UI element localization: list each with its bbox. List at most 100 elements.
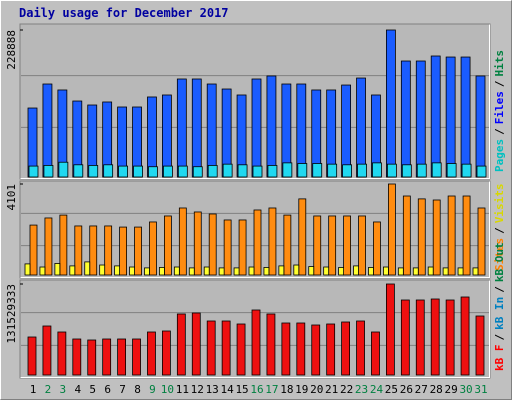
legend-separator: / xyxy=(493,227,506,234)
bar xyxy=(193,211,202,276)
bar xyxy=(173,266,180,276)
bar xyxy=(207,165,218,178)
bar xyxy=(353,265,359,276)
bar xyxy=(69,265,76,276)
bar xyxy=(44,217,53,276)
legend-entry: kB In xyxy=(493,297,506,330)
bar xyxy=(460,56,471,178)
x-tick-label: 19 xyxy=(295,383,308,396)
bar xyxy=(475,315,485,376)
bar xyxy=(27,336,37,376)
bar xyxy=(222,163,233,178)
bar xyxy=(248,266,255,276)
bar xyxy=(84,261,91,276)
bar xyxy=(163,215,172,276)
x-tick-label: 3 xyxy=(60,383,67,396)
bar xyxy=(129,266,135,276)
bar xyxy=(400,60,411,178)
bar xyxy=(386,163,397,178)
chart-title: Daily usage for December 2017 xyxy=(19,6,229,20)
bar xyxy=(268,207,277,276)
bar xyxy=(323,266,330,276)
bar xyxy=(282,162,293,178)
bar xyxy=(385,29,396,178)
bar xyxy=(358,215,366,276)
bar xyxy=(119,226,127,276)
bar xyxy=(402,195,411,276)
bar xyxy=(460,296,470,376)
x-tick-label: 31 xyxy=(474,383,487,396)
x-tick-label: 26 xyxy=(400,383,413,396)
bar xyxy=(223,219,232,276)
bar xyxy=(117,338,126,376)
bar xyxy=(72,338,82,376)
bar xyxy=(266,313,276,376)
x-tick-label: 22 xyxy=(340,383,353,396)
legend-separator: / xyxy=(493,334,506,341)
x-tick-label: 10 xyxy=(161,383,174,396)
bar xyxy=(133,165,143,178)
bar xyxy=(253,209,262,276)
bar xyxy=(373,221,381,276)
x-tick-label: 2 xyxy=(45,383,52,396)
bar xyxy=(208,213,217,276)
x-tick-label: 29 xyxy=(445,383,458,396)
bar xyxy=(99,264,106,276)
bar xyxy=(134,226,142,276)
x-tick-label: 4 xyxy=(74,383,81,396)
bar xyxy=(29,224,38,276)
bar xyxy=(114,265,120,276)
x-tick-label: 16 xyxy=(250,383,263,396)
y-tick-label: 131529333 xyxy=(5,284,18,344)
bar xyxy=(371,331,380,376)
bar xyxy=(412,267,419,276)
x-tick-label: 28 xyxy=(430,383,443,396)
bar xyxy=(430,55,441,178)
bar xyxy=(382,266,389,276)
legend: Sites / Visits xyxy=(493,184,506,272)
x-tick-label: 5 xyxy=(89,383,96,396)
bar xyxy=(472,267,479,276)
bar xyxy=(176,78,187,178)
bar xyxy=(221,320,231,376)
bar xyxy=(132,338,141,376)
bar xyxy=(263,267,270,276)
bar xyxy=(42,83,53,178)
x-tick-label: 8 xyxy=(134,383,141,396)
bar xyxy=(477,207,486,276)
y-tick-label: 228888 xyxy=(5,30,18,70)
bar xyxy=(252,165,263,178)
legend: Pages / Files / Hits xyxy=(493,50,506,172)
bar xyxy=(266,75,277,178)
bar xyxy=(237,164,248,178)
legend-separator: / xyxy=(493,80,506,87)
bar xyxy=(308,266,315,276)
bar xyxy=(297,163,308,178)
bar xyxy=(233,267,240,276)
x-tick-label: 27 xyxy=(415,383,428,396)
y-tick-label: 4101 xyxy=(5,184,18,211)
bar xyxy=(298,198,307,276)
bar xyxy=(461,163,472,178)
legend-separator: / xyxy=(493,128,506,135)
bar xyxy=(372,162,382,178)
bar xyxy=(103,164,114,178)
bar xyxy=(342,164,353,178)
x-tick-label: 18 xyxy=(280,383,293,396)
legend-entry: Visits xyxy=(493,184,506,224)
bar xyxy=(87,339,97,376)
legend-entry: kB Out xyxy=(493,242,506,282)
bar xyxy=(161,94,172,178)
bar xyxy=(368,267,374,276)
x-tick-label: 11 xyxy=(176,383,189,396)
x-tick-label: 13 xyxy=(206,383,219,396)
bar xyxy=(445,56,456,178)
bar xyxy=(415,60,426,178)
bar xyxy=(447,195,456,276)
bar xyxy=(251,309,261,376)
bar xyxy=(327,163,338,178)
x-tick-label: 14 xyxy=(221,383,235,396)
bar xyxy=(144,267,150,276)
bar xyxy=(400,299,410,376)
